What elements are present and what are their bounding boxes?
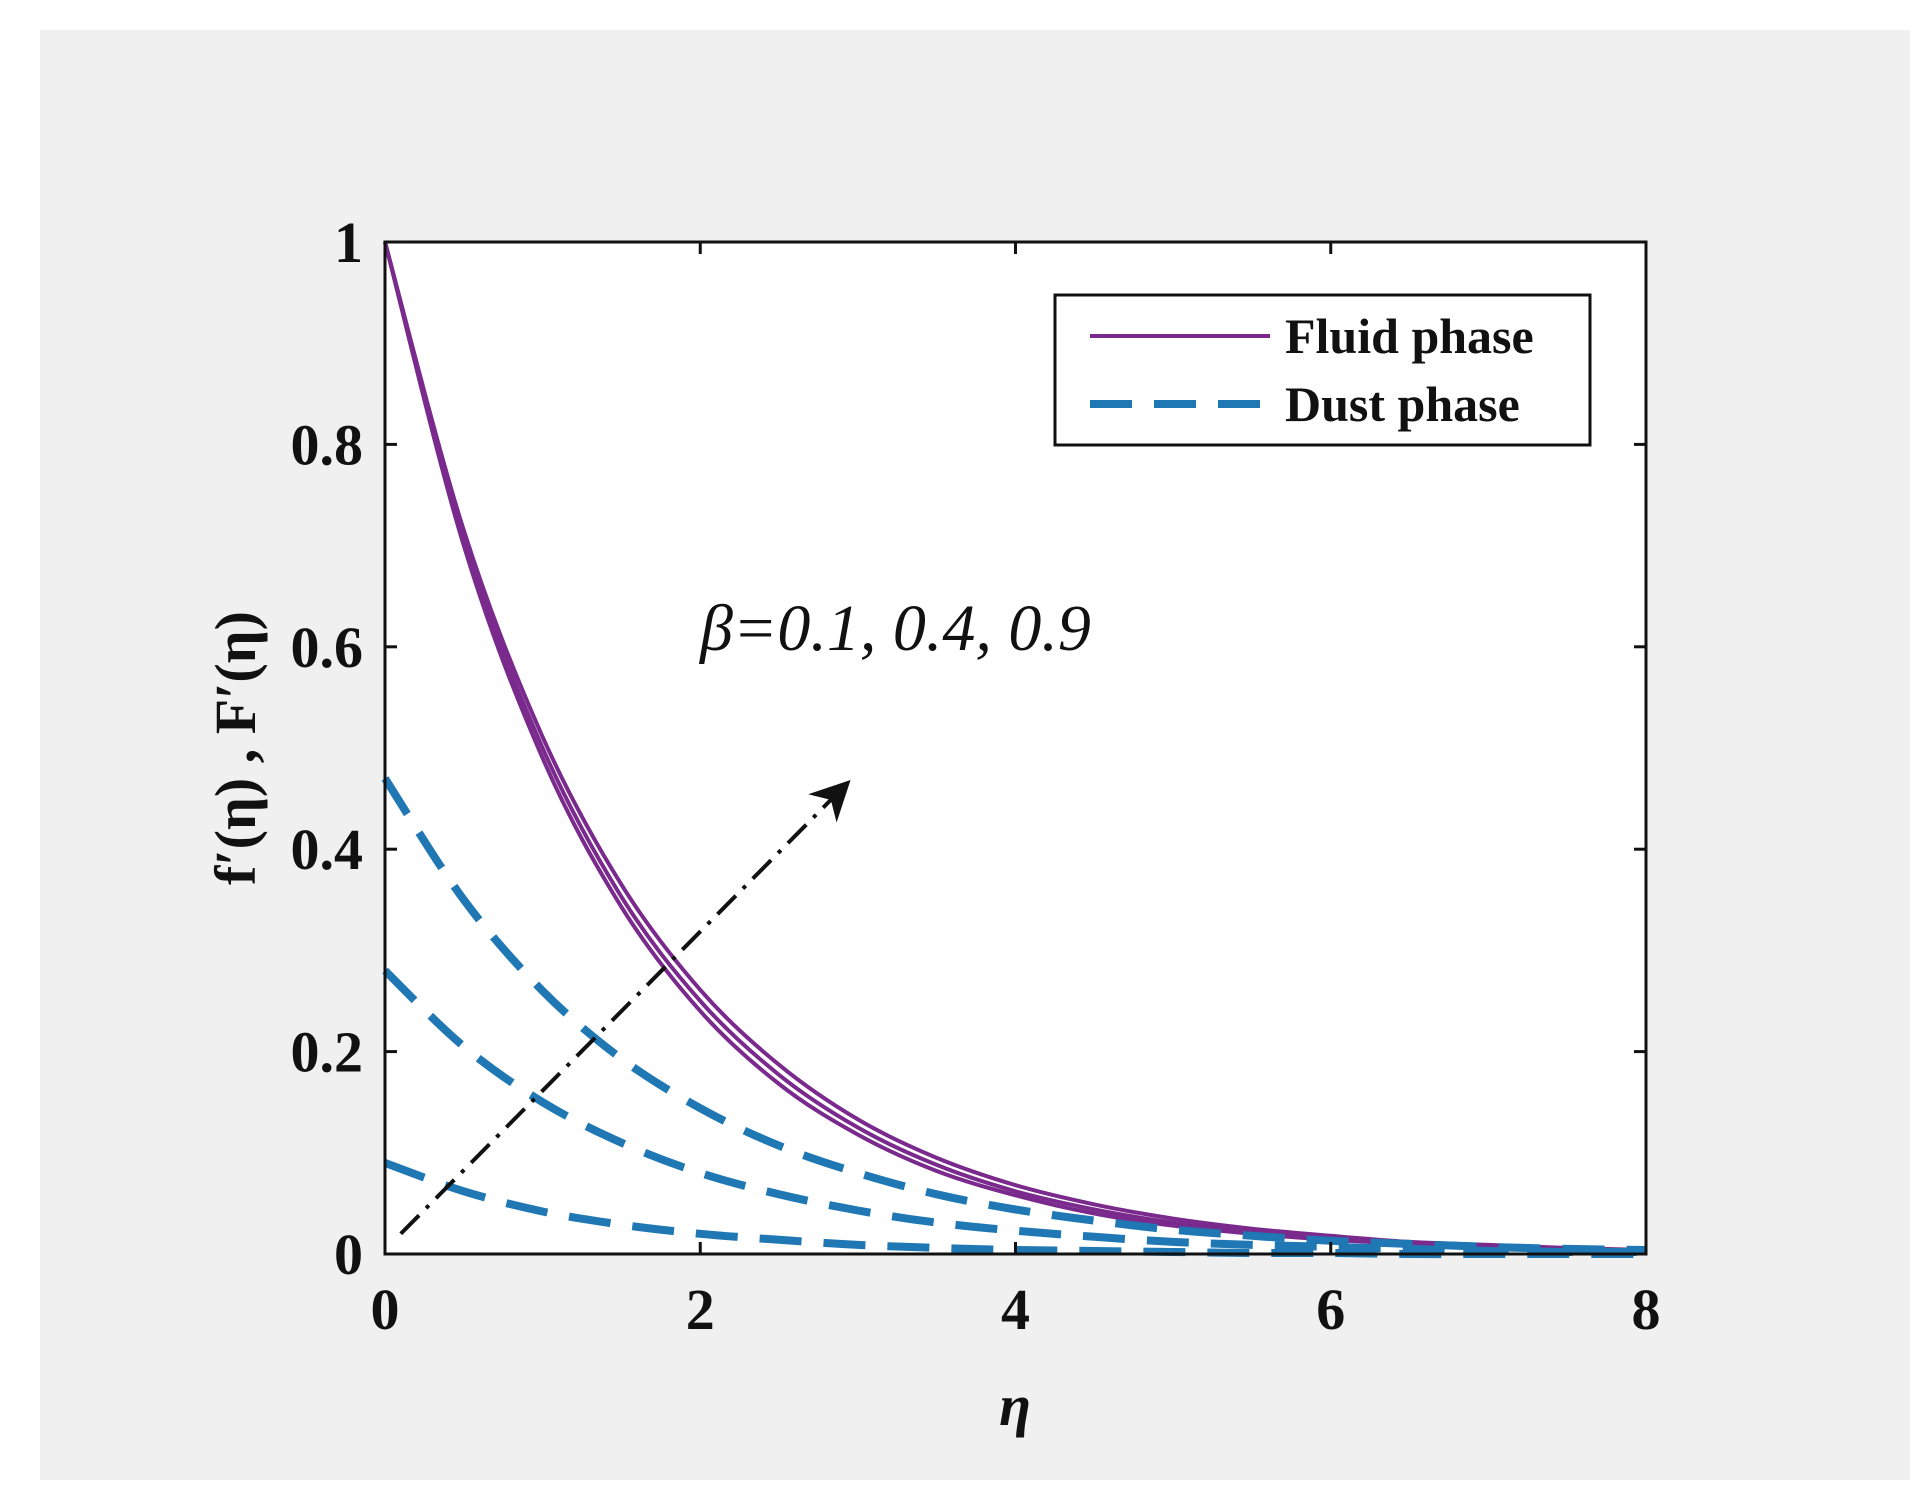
- y-tick-label: 0: [334, 1222, 363, 1287]
- x-tick-label: 6: [1316, 1277, 1345, 1342]
- beta-trend-arrow: [399, 779, 851, 1236]
- x-tick-label: 4: [1001, 1277, 1030, 1342]
- tick-layer: 0 2 4 6 8 0 0.2 0.4 0.6 0.8 1: [291, 210, 1661, 1342]
- y-tick-label: 0.2: [291, 1020, 364, 1085]
- y-tick-label: 0.6: [291, 615, 364, 680]
- x-tick-label: 8: [1632, 1277, 1661, 1342]
- x-axis-label: η: [999, 1373, 1031, 1438]
- x-tick-label: 0: [371, 1277, 400, 1342]
- y-tick-label: 0.4: [291, 817, 364, 882]
- y-tick-label: 0.8: [291, 412, 364, 477]
- legend-label-fluid: Fluid phase: [1285, 308, 1534, 364]
- y-tick-label: 1: [334, 210, 363, 275]
- legend-box: [1053, 293, 1592, 447]
- dust-phase-curve-3: [381, 776, 1647, 1254]
- annotation-layer: β=0.1, 0.4, 0.9: [399, 592, 1091, 1236]
- legend: Fluid phase Dust phase: [1053, 293, 1592, 447]
- y-axis-label: f′(η) , F′(η): [203, 611, 268, 885]
- x-tick-label: 2: [686, 1277, 715, 1342]
- legend-label-dust: Dust phase: [1285, 376, 1520, 432]
- beta-annotation: β=0.1, 0.4, 0.9: [698, 592, 1091, 665]
- dust-phase-curve-2: [382, 967, 1647, 1257]
